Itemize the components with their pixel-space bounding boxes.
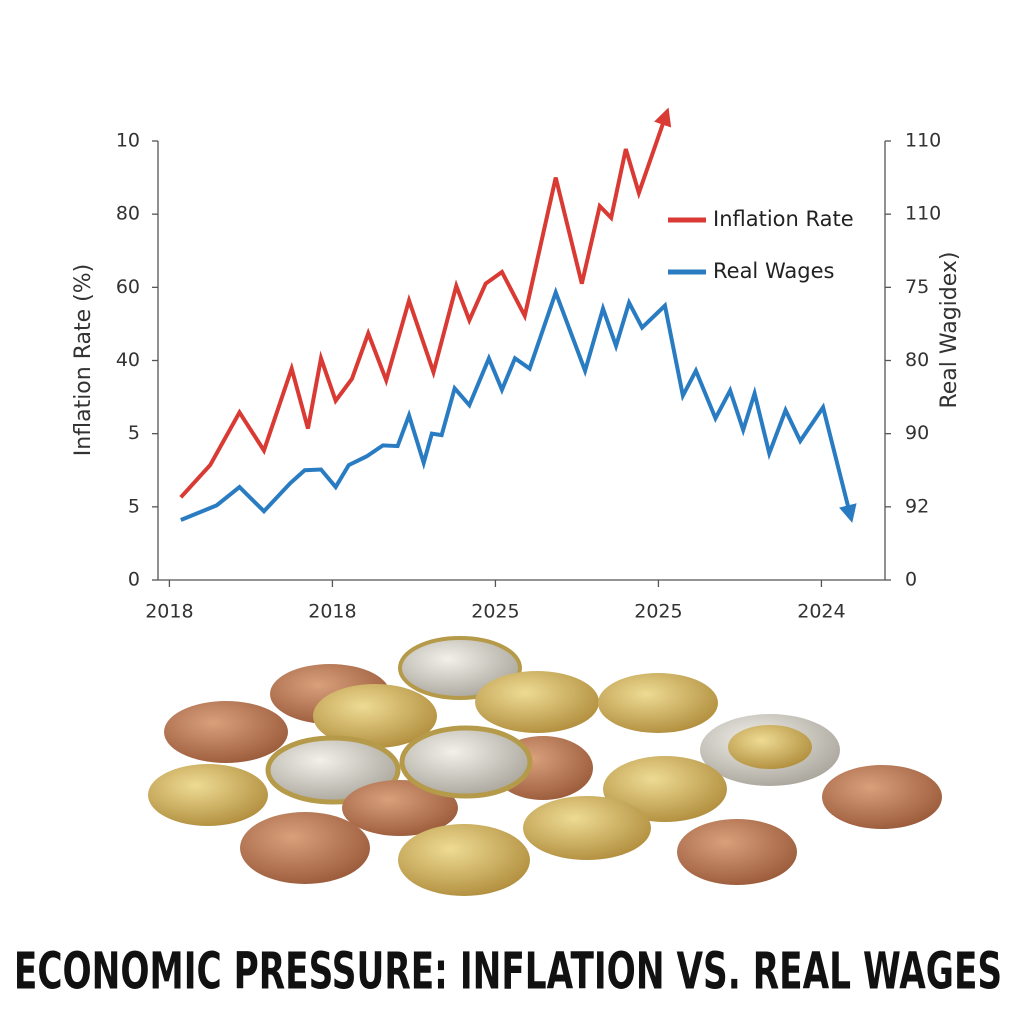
y2-tick-label: 110 xyxy=(905,203,941,225)
x-tick-label: 2018 xyxy=(145,601,193,623)
legend-label: Real Wages xyxy=(713,259,834,283)
y-tick-label: 40 xyxy=(116,349,140,371)
y-tick-label: 60 xyxy=(116,276,140,298)
legend-label: Inflation Rate xyxy=(713,207,854,231)
x-tick-label: 2025 xyxy=(471,601,519,623)
x-tick-label: 2025 xyxy=(634,601,682,623)
y-axis-label: Inflation Rate (%) xyxy=(71,264,96,456)
y2-tick-label: 75 xyxy=(905,276,929,298)
chart-title: ECONOMIC PRESSURE: INFLATION VS. REAL WA… xyxy=(14,943,1002,1002)
y-tick-label: 10 xyxy=(116,130,140,152)
y2-tick-label: 110 xyxy=(905,130,941,152)
y2-tick-label: 0 xyxy=(905,569,917,591)
series-line xyxy=(180,286,853,522)
arrow-head xyxy=(654,107,672,128)
coins-photo xyxy=(148,636,942,896)
arrow-head xyxy=(839,503,857,523)
y2-tick-label: 80 xyxy=(905,349,929,371)
y-tick-label: 5 xyxy=(128,495,140,517)
y-tick-label: 5 xyxy=(128,422,140,444)
y-tick-label: 80 xyxy=(116,203,140,225)
series-line xyxy=(179,112,669,499)
y2-axis-label: Real Wagidex) xyxy=(937,251,962,408)
x-tick-label: 2024 xyxy=(797,601,845,623)
y-tick-label: 0 xyxy=(128,569,140,591)
y2-tick-label: 90 xyxy=(905,422,929,444)
y2-tick-label: 92 xyxy=(905,495,929,517)
x-tick-label: 2018 xyxy=(308,601,356,623)
